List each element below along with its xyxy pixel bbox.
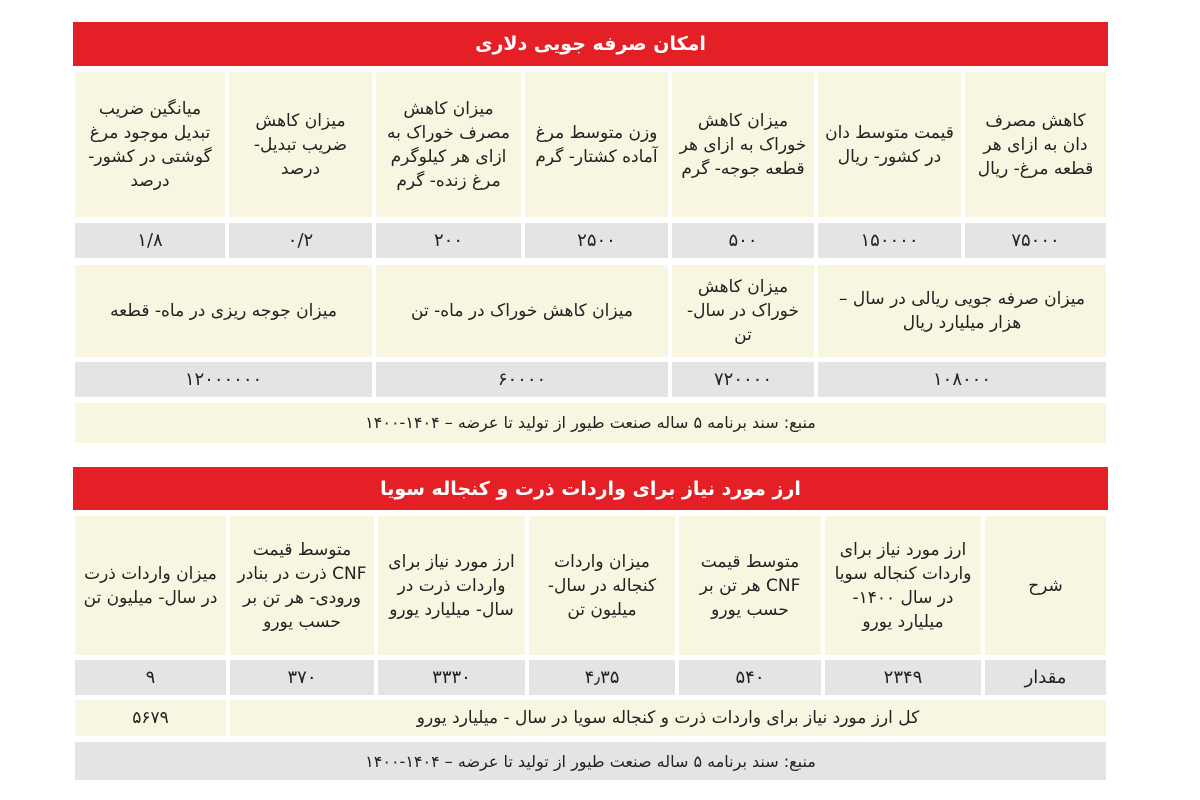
table1-value2-cell: ۶۰۰۰۰ bbox=[376, 362, 668, 397]
table1-header2-cell: میزان جوجه ریزی در ماه- قطعه bbox=[75, 265, 372, 357]
table1-header2-cell: میزان کاهش خوراک در سال- تن bbox=[672, 265, 814, 357]
table2-row-label-value: مقدار bbox=[985, 660, 1106, 695]
table1-header-cell: قیمت متوسط دان در کشور- ریال bbox=[818, 72, 961, 217]
table1-header-cell: کاهش مصرف دان به ازای هر قطعه مرغ- ریال bbox=[965, 72, 1106, 217]
table1-value-cell: ۱/۸ bbox=[75, 223, 225, 258]
table1-source: منبع: سند برنامه ۵ ساله صنعت طیور از تول… bbox=[75, 403, 1106, 443]
table2-header-cell: ارز مورد نیاز برای واردات ذرت در سال- می… bbox=[378, 516, 525, 655]
table1-value-cell: ۲۰۰ bbox=[376, 223, 521, 258]
table2-value-cell: ۴٫۳۵ bbox=[529, 660, 675, 695]
table2-value-cell: ۳۳۳۰ bbox=[378, 660, 525, 695]
table1-value2-cell: ۱۲۰۰۰۰۰۰ bbox=[75, 362, 372, 397]
table2-row-label-header: شرح bbox=[985, 516, 1106, 655]
table1-header-cell: میزان کاهش خوراک به ازای هر قطعه جوجه- گ… bbox=[672, 72, 814, 217]
table1-header2-cell: میزان صرفه جویی ریالی در سال – هزار میلی… bbox=[818, 265, 1106, 357]
table1-header-cell: میزان کاهش ضریب تبدیل- درصد bbox=[229, 72, 372, 217]
table1-value-cell: ۰/۲ bbox=[229, 223, 372, 258]
table2-header-cell: متوسط قیمت CNF هر تن بر حسب یورو bbox=[679, 516, 821, 655]
table1-header-cell: میانگین ضریب تبدیل موجود مرغ گوشتی در کش… bbox=[75, 72, 225, 217]
table2-value-cell: ۹ bbox=[75, 660, 226, 695]
table1-title: امکان صرفه جویی دلاری bbox=[73, 22, 1108, 66]
table2-value-cell: ۲۳۴۹ bbox=[825, 660, 981, 695]
table1-value-cell: ۲۵۰۰ bbox=[525, 223, 668, 258]
table2-total-label: کل ارز مورد نیاز برای واردات ذرت و کنجال… bbox=[230, 700, 1106, 736]
table1-value-cell: ۷۵۰۰۰ bbox=[965, 223, 1106, 258]
table2-header-cell: میزان واردات کنجاله در سال- میلیون تن bbox=[529, 516, 675, 655]
table1-header-cell: وزن متوسط مرغ آماده کشتار- گرم bbox=[525, 72, 668, 217]
table2-value-cell: ۳۷۰ bbox=[230, 660, 374, 695]
table2-header-cell: متوسط قیمت CNF ذرت در بنادر ورودی- هر تن… bbox=[230, 516, 374, 655]
table1-header2-cell: میزان کاهش خوراک در ماه- تن bbox=[376, 265, 668, 357]
table2-header-cell: ارز مورد نیاز برای واردات کنجاله سویا در… bbox=[825, 516, 981, 655]
table1-value-cell: ۵۰۰ bbox=[672, 223, 814, 258]
table2-source: منبع: سند برنامه ۵ ساله صنعت طیور از تول… bbox=[75, 742, 1106, 780]
table1-value-cell: ۱۵۰۰۰۰ bbox=[818, 223, 961, 258]
table1-header-cell: میزان کاهش مصرف خوراک به ازای هر کیلوگرم… bbox=[376, 72, 521, 217]
table1-value2-cell: ۷۲۰۰۰۰ bbox=[672, 362, 814, 397]
table2-header-cell: میزان واردات ذرت در سال- میلیون تن bbox=[75, 516, 226, 655]
table1-value2-cell: ۱۰۸۰۰۰ bbox=[818, 362, 1106, 397]
table2-total-value: ۵۶۷۹ bbox=[75, 700, 226, 736]
table2-title: ارز مورد نیاز برای واردات ذرت و کنجاله س… bbox=[73, 467, 1108, 510]
table2-value-cell: ۵۴۰ bbox=[679, 660, 821, 695]
